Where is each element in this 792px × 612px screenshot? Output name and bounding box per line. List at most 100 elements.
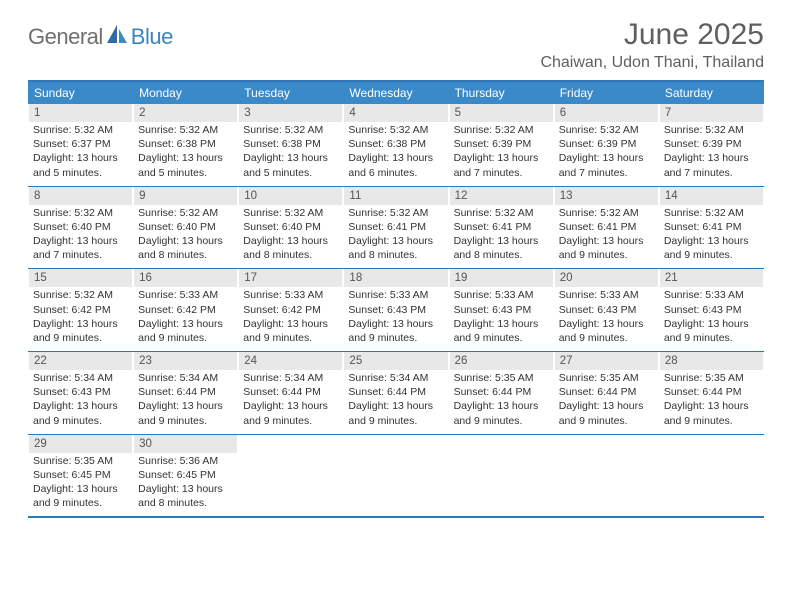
day-body: Sunrise: 5:32 AMSunset: 6:40 PMDaylight:… [134, 206, 237, 263]
day-cell: 26Sunrise: 5:35 AMSunset: 6:44 PMDayligh… [449, 352, 554, 434]
day-number: 30 [134, 435, 237, 453]
day-body: Sunrise: 5:36 AMSunset: 6:45 PMDaylight:… [134, 454, 237, 511]
day-cell: 23Sunrise: 5:34 AMSunset: 6:44 PMDayligh… [133, 352, 238, 434]
day-number: 17 [239, 269, 342, 287]
weekday-header: Wednesday [343, 82, 448, 104]
day-body: Sunrise: 5:35 AMSunset: 6:44 PMDaylight:… [450, 371, 553, 428]
day-number: 13 [555, 187, 658, 205]
day-body: Sunrise: 5:34 AMSunset: 6:44 PMDaylight:… [134, 371, 237, 428]
day-number: 21 [660, 269, 763, 287]
day-cell: 27Sunrise: 5:35 AMSunset: 6:44 PMDayligh… [554, 352, 659, 434]
day-body: Sunrise: 5:33 AMSunset: 6:43 PMDaylight:… [450, 288, 553, 345]
day-cell [449, 435, 554, 517]
day-cell: 4Sunrise: 5:32 AMSunset: 6:38 PMDaylight… [343, 104, 448, 186]
day-cell: 12Sunrise: 5:32 AMSunset: 6:41 PMDayligh… [449, 187, 554, 269]
day-number: 20 [555, 269, 658, 287]
day-number: 28 [660, 352, 763, 370]
day-cell: 20Sunrise: 5:33 AMSunset: 6:43 PMDayligh… [554, 269, 659, 351]
week-row: 29Sunrise: 5:35 AMSunset: 6:45 PMDayligh… [28, 434, 764, 517]
day-body: Sunrise: 5:34 AMSunset: 6:44 PMDaylight:… [239, 371, 342, 428]
day-cell: 24Sunrise: 5:34 AMSunset: 6:44 PMDayligh… [238, 352, 343, 434]
weekday-header: Saturday [659, 82, 764, 104]
weekday-header: Friday [554, 82, 659, 104]
day-cell: 7Sunrise: 5:32 AMSunset: 6:39 PMDaylight… [659, 104, 764, 186]
day-cell: 13Sunrise: 5:32 AMSunset: 6:41 PMDayligh… [554, 187, 659, 269]
day-body: Sunrise: 5:32 AMSunset: 6:39 PMDaylight:… [555, 123, 658, 180]
day-cell: 14Sunrise: 5:32 AMSunset: 6:41 PMDayligh… [659, 187, 764, 269]
logo-text-general: General [28, 24, 103, 50]
week-row: 22Sunrise: 5:34 AMSunset: 6:43 PMDayligh… [28, 351, 764, 434]
day-cell: 3Sunrise: 5:32 AMSunset: 6:38 PMDaylight… [238, 104, 343, 186]
weekday-header: Tuesday [238, 82, 343, 104]
location: Chaiwan, Udon Thani, Thailand [540, 54, 764, 72]
week-row: 1Sunrise: 5:32 AMSunset: 6:37 PMDaylight… [28, 104, 764, 186]
day-cell: 25Sunrise: 5:34 AMSunset: 6:44 PMDayligh… [343, 352, 448, 434]
day-cell: 10Sunrise: 5:32 AMSunset: 6:40 PMDayligh… [238, 187, 343, 269]
day-cell: 6Sunrise: 5:32 AMSunset: 6:39 PMDaylight… [554, 104, 659, 186]
day-body: Sunrise: 5:33 AMSunset: 6:42 PMDaylight:… [239, 288, 342, 345]
day-cell: 8Sunrise: 5:32 AMSunset: 6:40 PMDaylight… [28, 187, 133, 269]
day-number: 10 [239, 187, 342, 205]
day-cell: 21Sunrise: 5:33 AMSunset: 6:43 PMDayligh… [659, 269, 764, 351]
weekday-header: Thursday [449, 82, 554, 104]
day-cell: 9Sunrise: 5:32 AMSunset: 6:40 PMDaylight… [133, 187, 238, 269]
day-cell: 19Sunrise: 5:33 AMSunset: 6:43 PMDayligh… [449, 269, 554, 351]
day-body: Sunrise: 5:35 AMSunset: 6:44 PMDaylight:… [555, 371, 658, 428]
week-row: 8Sunrise: 5:32 AMSunset: 6:40 PMDaylight… [28, 186, 764, 269]
day-body: Sunrise: 5:32 AMSunset: 6:40 PMDaylight:… [29, 206, 132, 263]
day-cell: 28Sunrise: 5:35 AMSunset: 6:44 PMDayligh… [659, 352, 764, 434]
day-number: 26 [450, 352, 553, 370]
logo-sail-icon [107, 25, 129, 50]
day-body: Sunrise: 5:32 AMSunset: 6:41 PMDaylight:… [660, 206, 763, 263]
weekday-header: Monday [133, 82, 238, 104]
day-number: 19 [450, 269, 553, 287]
calendar: SundayMondayTuesdayWednesdayThursdayFrid… [28, 80, 764, 518]
day-number: 29 [29, 435, 132, 453]
day-body: Sunrise: 5:32 AMSunset: 6:41 PMDaylight:… [555, 206, 658, 263]
day-number: 14 [660, 187, 763, 205]
day-body: Sunrise: 5:32 AMSunset: 6:38 PMDaylight:… [134, 123, 237, 180]
weekday-row: SundayMondayTuesdayWednesdayThursdayFrid… [28, 82, 764, 104]
day-number: 27 [555, 352, 658, 370]
day-cell: 2Sunrise: 5:32 AMSunset: 6:38 PMDaylight… [133, 104, 238, 186]
month-title: June 2025 [540, 18, 764, 52]
header: General Blue June 2025 Chaiwan, Udon Tha… [28, 18, 764, 72]
day-cell: 22Sunrise: 5:34 AMSunset: 6:43 PMDayligh… [28, 352, 133, 434]
day-cell: 29Sunrise: 5:35 AMSunset: 6:45 PMDayligh… [28, 435, 133, 517]
day-number: 2 [134, 104, 237, 122]
day-cell [554, 435, 659, 517]
day-number: 15 [29, 269, 132, 287]
day-cell: 17Sunrise: 5:33 AMSunset: 6:42 PMDayligh… [238, 269, 343, 351]
day-number: 25 [344, 352, 447, 370]
day-body: Sunrise: 5:33 AMSunset: 6:43 PMDaylight:… [344, 288, 447, 345]
day-cell: 5Sunrise: 5:32 AMSunset: 6:39 PMDaylight… [449, 104, 554, 186]
day-body: Sunrise: 5:34 AMSunset: 6:43 PMDaylight:… [29, 371, 132, 428]
title-block: June 2025 Chaiwan, Udon Thani, Thailand [540, 18, 764, 72]
day-number: 23 [134, 352, 237, 370]
day-number: 18 [344, 269, 447, 287]
logo: General Blue [28, 18, 173, 50]
day-body: Sunrise: 5:32 AMSunset: 6:37 PMDaylight:… [29, 123, 132, 180]
day-number: 22 [29, 352, 132, 370]
day-body: Sunrise: 5:32 AMSunset: 6:39 PMDaylight:… [450, 123, 553, 180]
day-number: 9 [134, 187, 237, 205]
day-body: Sunrise: 5:33 AMSunset: 6:43 PMDaylight:… [660, 288, 763, 345]
week-row: 15Sunrise: 5:32 AMSunset: 6:42 PMDayligh… [28, 268, 764, 351]
day-body: Sunrise: 5:32 AMSunset: 6:41 PMDaylight:… [344, 206, 447, 263]
weeks-container: 1Sunrise: 5:32 AMSunset: 6:37 PMDaylight… [28, 104, 764, 516]
day-number: 3 [239, 104, 342, 122]
day-body: Sunrise: 5:34 AMSunset: 6:44 PMDaylight:… [344, 371, 447, 428]
day-number: 1 [29, 104, 132, 122]
day-cell: 30Sunrise: 5:36 AMSunset: 6:45 PMDayligh… [133, 435, 238, 517]
day-body: Sunrise: 5:33 AMSunset: 6:43 PMDaylight:… [555, 288, 658, 345]
day-body: Sunrise: 5:35 AMSunset: 6:45 PMDaylight:… [29, 454, 132, 511]
day-body: Sunrise: 5:33 AMSunset: 6:42 PMDaylight:… [134, 288, 237, 345]
day-body: Sunrise: 5:32 AMSunset: 6:39 PMDaylight:… [660, 123, 763, 180]
logo-text-blue: Blue [131, 24, 173, 50]
day-cell [343, 435, 448, 517]
weekday-header: Sunday [28, 82, 133, 104]
day-body: Sunrise: 5:32 AMSunset: 6:40 PMDaylight:… [239, 206, 342, 263]
day-number: 8 [29, 187, 132, 205]
day-body: Sunrise: 5:32 AMSunset: 6:38 PMDaylight:… [239, 123, 342, 180]
day-cell: 11Sunrise: 5:32 AMSunset: 6:41 PMDayligh… [343, 187, 448, 269]
